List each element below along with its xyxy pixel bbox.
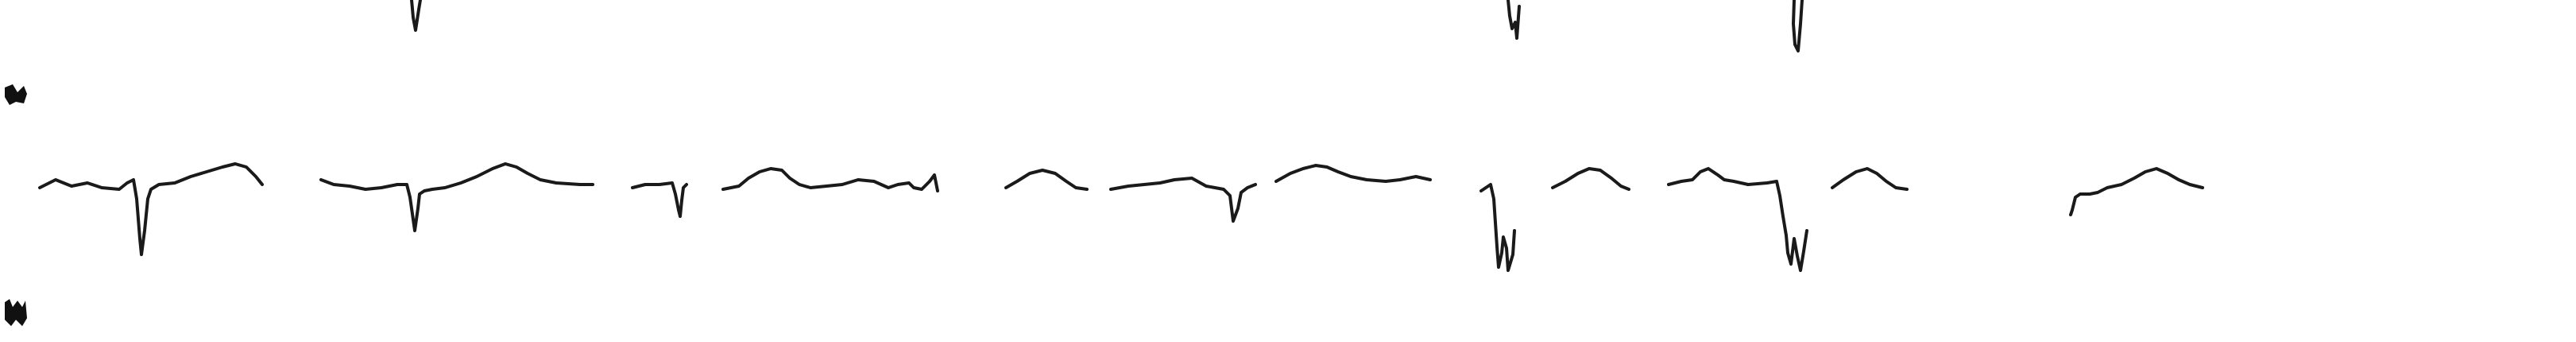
lead-marker-middle [5, 84, 27, 105]
beat-7 [1274, 164, 1432, 183]
beat-5 [1004, 169, 1089, 191]
beat-12 [2069, 167, 2204, 216]
beat-10 [1667, 167, 1808, 272]
lead-top-trace [410, 0, 1804, 52]
beat-11 [1831, 167, 1909, 191]
beat-6 [1109, 177, 1257, 223]
beat-2 [319, 162, 594, 232]
lead-middle-trace [38, 162, 2204, 272]
beat-4 [721, 167, 939, 192]
beat-9 [1551, 167, 1630, 191]
beat-1 [38, 162, 264, 256]
beat-8 [1479, 183, 1516, 272]
beat-3 [631, 181, 688, 218]
lead-marker-bottom [5, 299, 27, 326]
